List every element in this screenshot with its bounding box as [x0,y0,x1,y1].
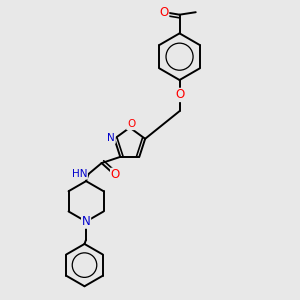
Text: HN: HN [72,169,87,179]
Text: N: N [107,133,115,143]
Text: O: O [111,168,120,182]
Text: N: N [82,215,90,228]
Text: O: O [159,6,169,19]
Text: O: O [127,119,135,130]
Text: O: O [175,88,184,101]
